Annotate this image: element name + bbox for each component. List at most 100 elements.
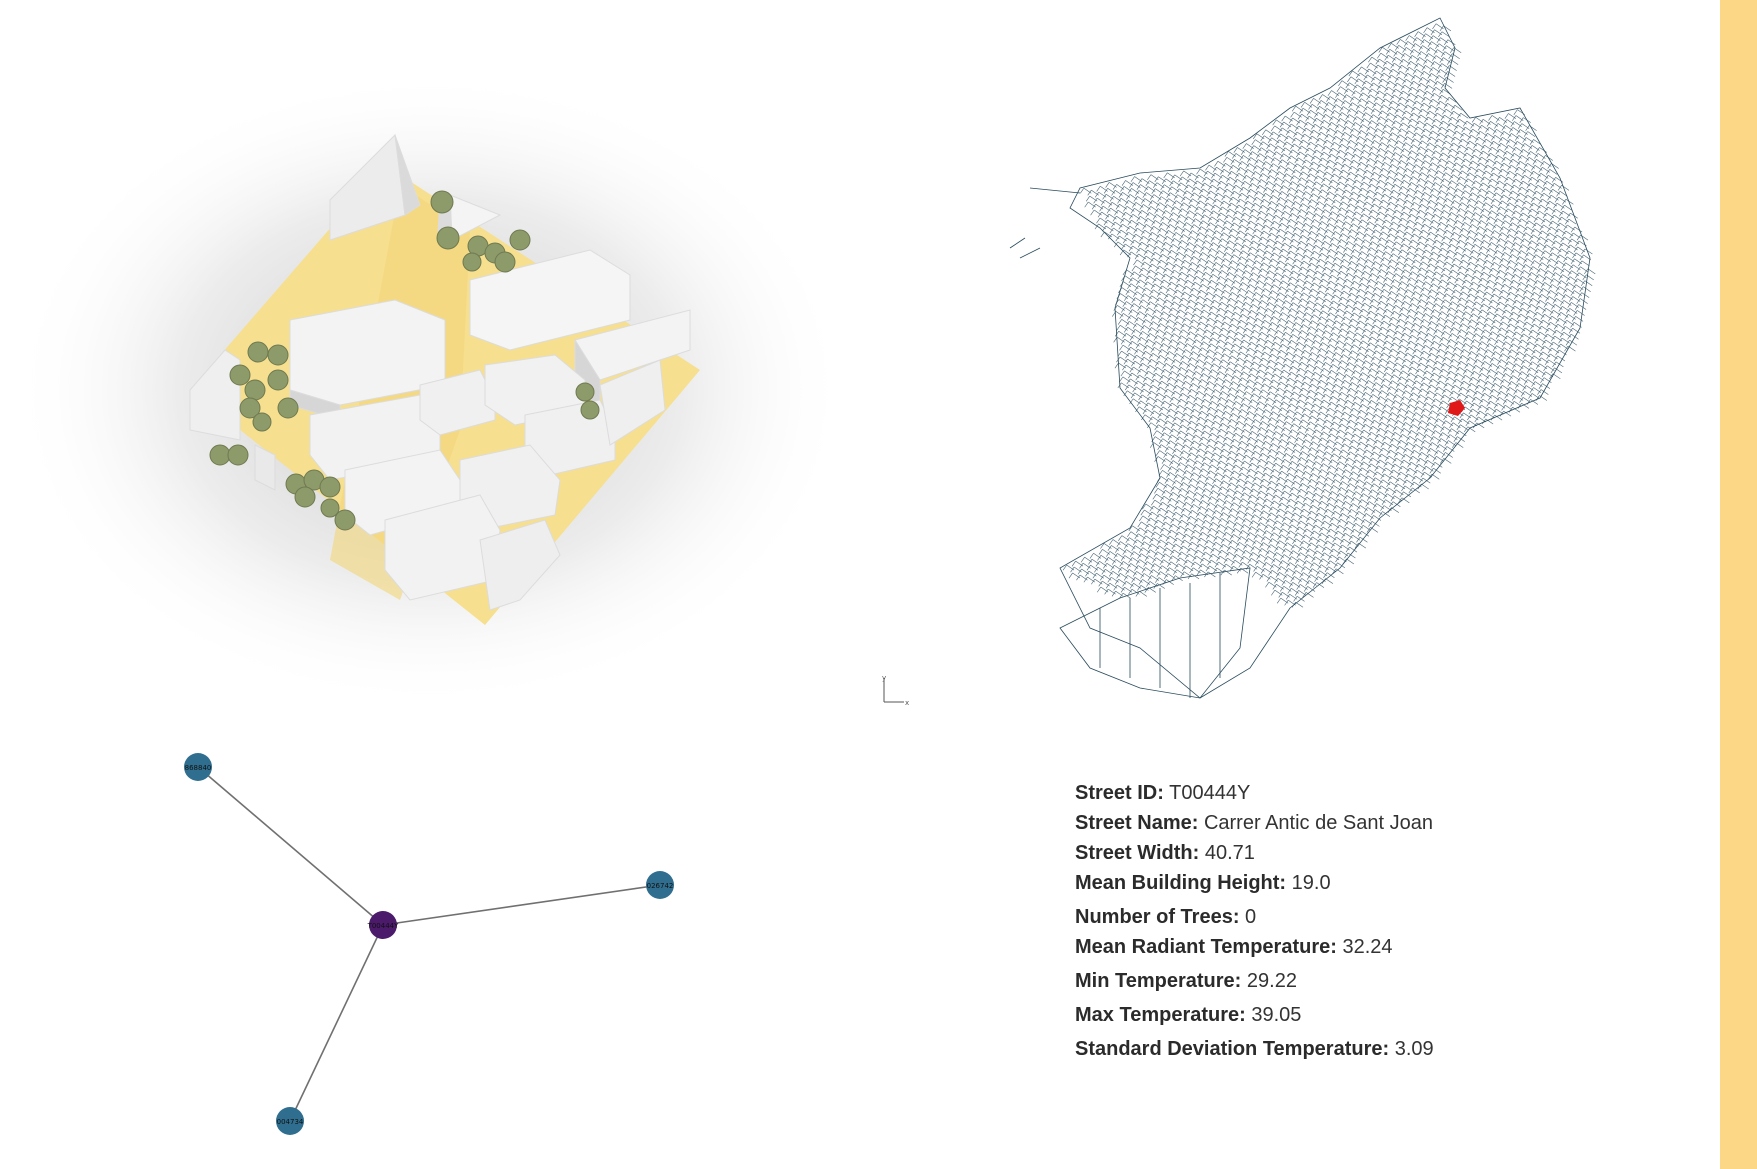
street-segment [1260,288,1266,294]
street-segment [1321,362,1326,368]
street-segment [1298,546,1303,553]
street-segment [1213,256,1218,262]
street-segment [1210,204,1215,211]
street-segment [1307,415,1312,422]
street-segment [1265,518,1270,525]
street-segment [1193,301,1198,308]
street-segment [1130,176,1135,182]
street-segment [1281,375,1290,382]
street-segment [1282,141,1287,148]
street-segment [1368,348,1377,355]
street-segment [1299,572,1304,578]
street-segment [1314,340,1323,346]
street-segment [1278,312,1283,318]
street-segment [1172,428,1181,435]
street-segment [1261,300,1270,306]
street-segment [1291,232,1296,239]
street-segment [1181,176,1190,183]
street-segment [1194,391,1199,397]
street-segment [1192,555,1197,562]
street-segment [1138,406,1147,413]
street-segment [1192,339,1197,346]
street-segment [1270,480,1279,487]
street-segment [1114,579,1119,585]
street-segment [1121,243,1126,250]
street-segment [1153,335,1158,341]
street-segment [1166,579,1174,585]
street-segment [1225,532,1234,538]
street-segment [1415,164,1424,170]
street-segment [1261,331,1270,338]
street-segment [1257,407,1266,413]
street-segment [1301,578,1310,584]
street-segment [1085,570,1090,577]
street-segment [1368,56,1373,63]
city-street-map[interactable] [1000,8,1620,708]
street-segment [1145,243,1150,250]
street-segment [1294,125,1299,132]
street-segment [1124,275,1133,282]
street-segment [1264,288,1273,294]
street-segment [1350,76,1359,83]
street-segment [1401,96,1409,103]
street-segment [1329,96,1338,102]
street-segment [1346,310,1355,317]
street-segment [1340,302,1349,309]
street-segment [1234,484,1239,491]
street-3d-model[interactable] [0,0,860,720]
street-segment [1313,175,1318,182]
street-segment [1278,407,1283,414]
street-segment [1131,188,1140,194]
street-segment [1303,217,1308,223]
street-segment [1379,136,1384,142]
street-segment [1201,410,1210,417]
street-segment [1328,350,1337,356]
street-segment [1327,338,1332,344]
street-segment [1369,94,1378,101]
street-segment [1199,480,1208,486]
street-segment [1377,160,1385,166]
street-segment [1374,261,1383,267]
street-segment [1301,361,1310,368]
street-segment [1331,243,1340,249]
street-segment [1330,465,1339,471]
street-segment [1119,376,1124,383]
street-segment [1225,240,1230,247]
street-segment [1221,474,1226,481]
street-segment [1306,421,1311,428]
street-segment [1244,385,1249,391]
street-segment [1265,314,1274,320]
street-segment [1132,245,1141,252]
street-segment [1263,230,1272,237]
street-segment [1123,186,1132,192]
street-segment [1239,198,1248,205]
street-segment [1138,362,1143,369]
street-segment [1330,249,1339,255]
street-segment [1149,257,1154,264]
street-segment [1215,357,1223,363]
street-segment [1417,63,1426,69]
street-segment [1289,314,1298,320]
street-segment [1297,500,1306,507]
street-segment [1246,284,1251,290]
street-segment [1317,131,1322,138]
street-segment [1244,492,1252,499]
street-segment [1208,508,1216,514]
street-segment [1300,584,1308,590]
street-segment [1353,173,1359,180]
street-segment [1396,39,1401,45]
street-segment [1269,411,1274,417]
street-segment [1305,159,1314,166]
street-segment [1267,339,1276,346]
street-segment [1314,371,1323,378]
street-segment [1290,155,1299,162]
street-segment [1190,408,1195,415]
street-segment [1201,194,1209,201]
street-segment [1130,531,1139,538]
street-segment [1213,299,1222,306]
street-segment [1316,227,1321,233]
street-segment [1216,276,1221,282]
street-segment [1347,399,1356,406]
street-segment [1400,39,1408,45]
street-segment [1375,197,1384,204]
